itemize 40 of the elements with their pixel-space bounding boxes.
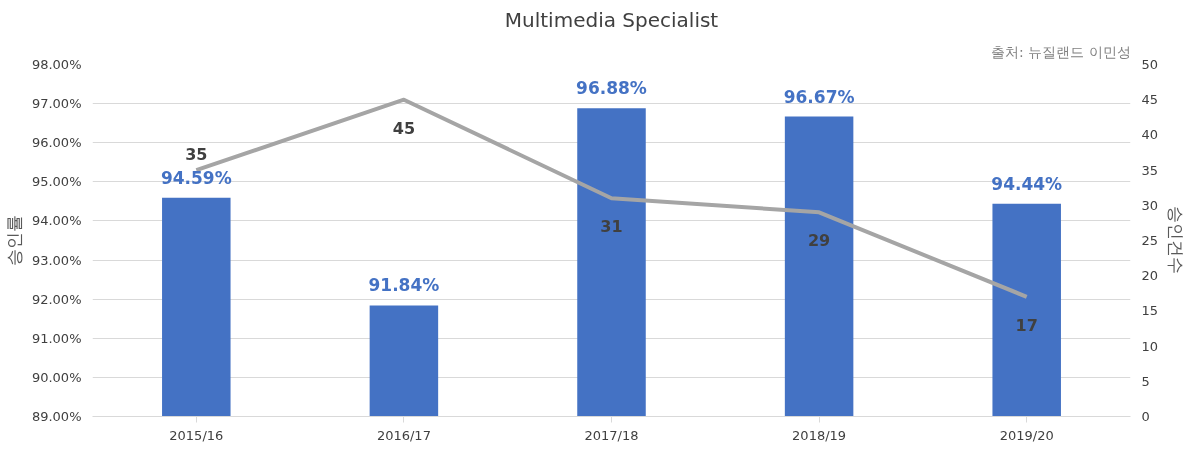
y2-tick-label: 45 xyxy=(1141,92,1159,108)
y-tick-label: 92.00% xyxy=(31,291,82,307)
y2-tick-label: 30 xyxy=(1141,197,1159,213)
data-label: 96.67% xyxy=(783,86,855,107)
y2-axis-title: 승인건수 xyxy=(1166,206,1187,275)
data-label: 96.88% xyxy=(576,78,647,99)
y-tick-label: 90.00% xyxy=(31,369,82,385)
y2-tick-label: 0 xyxy=(1141,409,1150,424)
data-label: 29 xyxy=(807,231,831,251)
y-tick-label: 97.00% xyxy=(31,96,82,112)
data-label: 94.59% xyxy=(160,167,232,188)
y-axis-title: 승인률 xyxy=(3,215,24,266)
y2-tick-label: 50 xyxy=(1141,57,1159,72)
y2-tick-label: 5 xyxy=(1141,373,1150,389)
y2-tick-label: 25 xyxy=(1141,233,1159,248)
chart-title: Multimedia Specialist xyxy=(504,7,719,32)
y-tick-label: 91.00% xyxy=(31,330,82,346)
data-label: 17 xyxy=(1015,315,1038,335)
x-tick-label: 2015/16 xyxy=(169,427,224,443)
y-tick-label: 93.00% xyxy=(31,252,82,268)
y2-tick-label: 20 xyxy=(1141,268,1159,284)
source-note: 출처: 뉴질랜드 이민성 xyxy=(990,43,1131,60)
data-label: 45 xyxy=(392,118,416,138)
data-label: 35 xyxy=(185,145,208,165)
y-tick-label: 95.00% xyxy=(31,174,82,190)
data-label: 31 xyxy=(600,217,623,237)
data-label: 91.84% xyxy=(368,275,440,296)
y2-tick-label: 35 xyxy=(1141,162,1159,178)
y2-tick-label: 15 xyxy=(1141,303,1159,319)
y2-tick-label: 10 xyxy=(1141,338,1159,354)
x-tick-label: 2018/19 xyxy=(792,427,847,443)
y2-tick-label: 40 xyxy=(1141,127,1159,143)
x-tick-label: 2016/17 xyxy=(376,427,431,443)
y-tick-label: 94.00% xyxy=(31,213,82,229)
data-label: 94.44% xyxy=(991,173,1063,194)
x-tick-label: 2017/18 xyxy=(584,427,639,443)
y-tick-label: 89.00% xyxy=(31,409,82,424)
y-tick-label: 98.00% xyxy=(31,57,82,72)
y-tick-label: 96.00% xyxy=(31,135,82,151)
x-tick-label: 2019/20 xyxy=(999,427,1054,443)
